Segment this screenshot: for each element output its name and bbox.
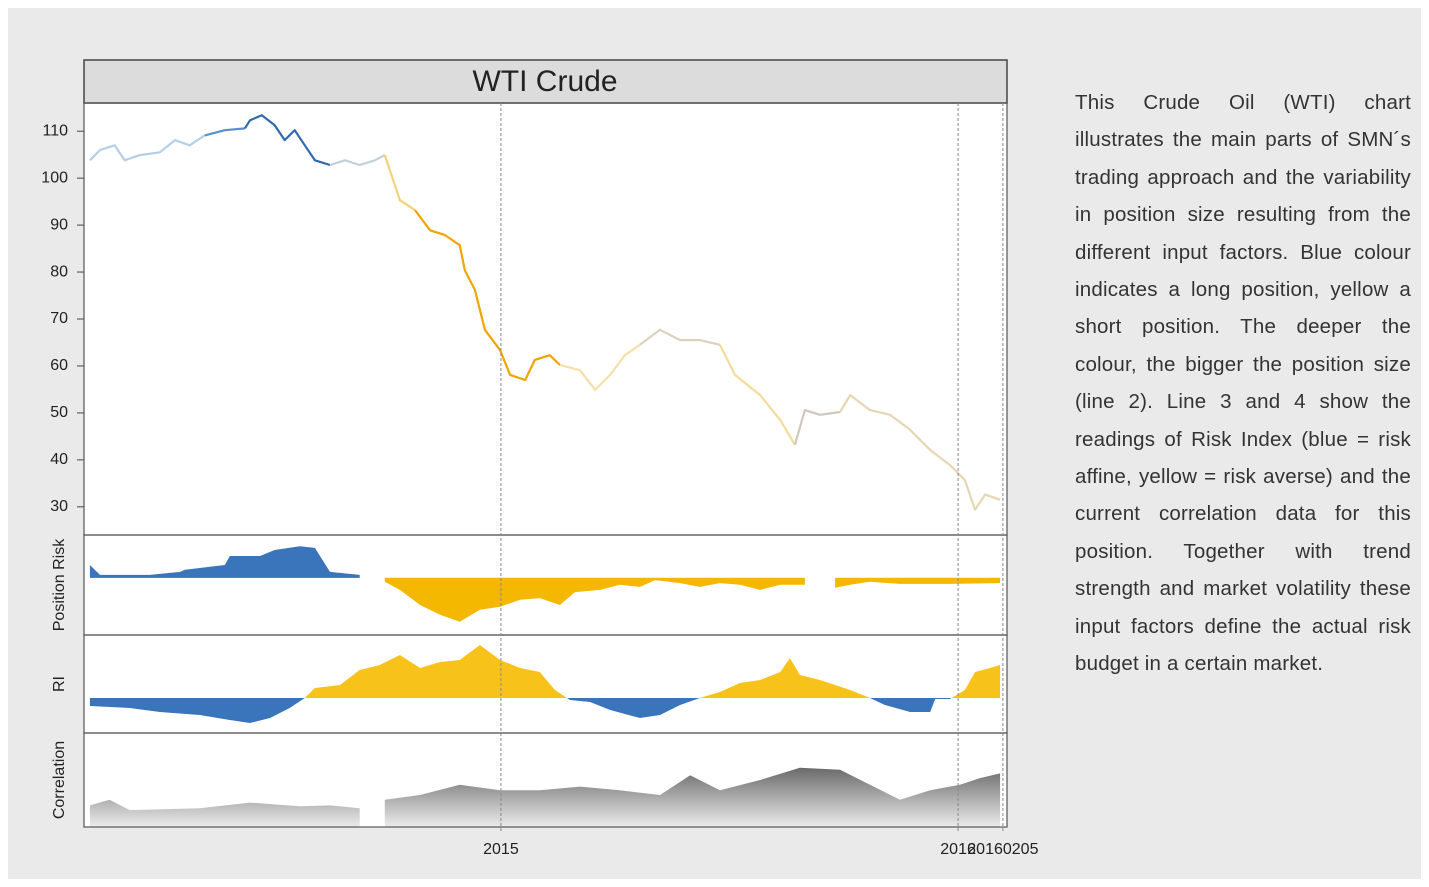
price-line <box>639 328 721 346</box>
price-line <box>329 154 386 167</box>
y-axis-label: Correlation <box>51 741 68 819</box>
y-axis-label: RI <box>51 676 68 692</box>
price-line <box>89 134 206 162</box>
price-line <box>718 344 796 446</box>
y-tick-label: 80 <box>50 263 68 280</box>
panel-frame <box>83 732 1008 828</box>
y-tick-label: 90 <box>50 216 68 233</box>
price-line <box>204 127 245 137</box>
price-line <box>383 154 416 212</box>
price-line <box>414 209 561 382</box>
y-tick-label: 70 <box>50 310 68 327</box>
x-tick-label: 20160205 <box>967 841 1038 858</box>
price-line <box>793 409 841 446</box>
price-line <box>839 394 1001 511</box>
chart: WTI Crude 30 40 50 60 70 80 90 100 110 Position R… <box>41 59 1039 858</box>
y-tick-label: 40 <box>50 451 68 468</box>
description: This Crude Oil (WTI) chart illustrates t… <box>1075 91 1411 676</box>
price-line <box>559 343 641 391</box>
x-tick-label: 2015 <box>483 841 519 858</box>
y-tick-label: 100 <box>41 169 68 186</box>
y-tick-label: 60 <box>50 357 68 374</box>
area <box>89 645 1001 723</box>
price-line <box>243 114 331 167</box>
area <box>89 546 1001 622</box>
area <box>89 767 1001 827</box>
y-tick-label: 110 <box>42 122 68 139</box>
chart-title: WTI Crude <box>472 65 617 98</box>
y-tick-label: 30 <box>50 498 68 515</box>
y-axis-label: Position Risk <box>51 538 68 631</box>
x-tick-label: 2016 <box>940 841 976 858</box>
y-tick-label: 50 <box>50 404 68 421</box>
